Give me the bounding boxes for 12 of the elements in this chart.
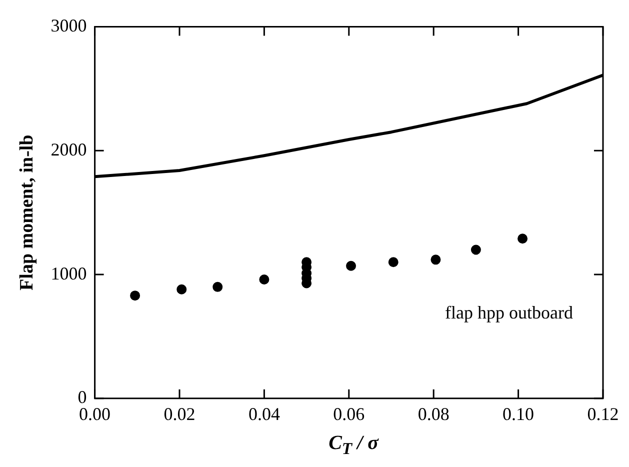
x-tick-label: 0.06 (333, 404, 365, 424)
x-tick-label: 0.12 (587, 404, 619, 424)
x-tick-label: 0.10 (502, 404, 534, 424)
y-tick-label: 3000 (50, 16, 87, 36)
y-axis-title: Flap moment, in-lb (16, 134, 38, 290)
x-tick-label: 0.08 (418, 404, 450, 424)
y-tick-label: 2000 (50, 139, 87, 160)
y-tick-label: 1000 (50, 263, 87, 284)
annotation: flap hpp outboard (445, 302, 573, 322)
x-axis-title: C$_{T}$ / σ (328, 432, 380, 459)
x-tick-label: 0.04 (248, 404, 280, 424)
x-tick-label: 0.02 (164, 404, 196, 424)
